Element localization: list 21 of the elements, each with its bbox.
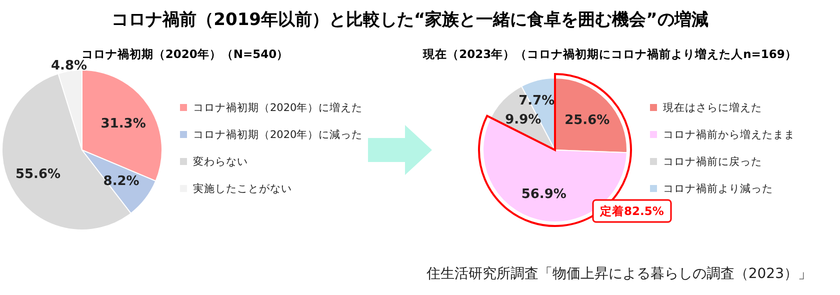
data-label: 9.9% — [505, 112, 542, 128]
text: 定着82.5% — [599, 204, 664, 218]
data-label: 4.8% — [50, 58, 88, 74]
legend-label: 現在はさらに増えた — [663, 101, 762, 114]
text: 住生活研究所調査「物価上昇による暮らしの調査（2023）」 — [425, 266, 812, 282]
legend-label: コロナ禍前より減った — [663, 182, 773, 195]
text: コロナ禍前（2019年以前）と比較した“家族と一緒に食卓を囲む機会”の増減 — [112, 9, 708, 30]
data-label: 56.9% — [521, 187, 566, 202]
legend-label: 変わらない — [193, 155, 248, 168]
data-label: 25.6% — [564, 113, 610, 128]
chart-title: 現在（2023年）（コロナ禍初期にコロナ禍前より増えた人n=169） — [422, 47, 797, 61]
legend-label: コロナ禍初期（2020年）に減った — [193, 128, 363, 141]
legend-label: コロナ禍前に戻った — [663, 155, 762, 168]
data-label: 7.7% — [518, 94, 555, 109]
legend-label: コロナ禍初期（2020年）に増えた — [193, 101, 363, 114]
data-label: 8.2% — [103, 174, 140, 190]
chart-subtitle: コロナ禍初期（2020年）（N=540） — [81, 47, 289, 61]
legend-label: コロナ禍前から増えたまま — [663, 128, 795, 141]
data-label: 55.6% — [15, 166, 61, 182]
legend-label: 実施したことがない — [193, 182, 292, 195]
data-label: 31.3% — [100, 116, 146, 132]
